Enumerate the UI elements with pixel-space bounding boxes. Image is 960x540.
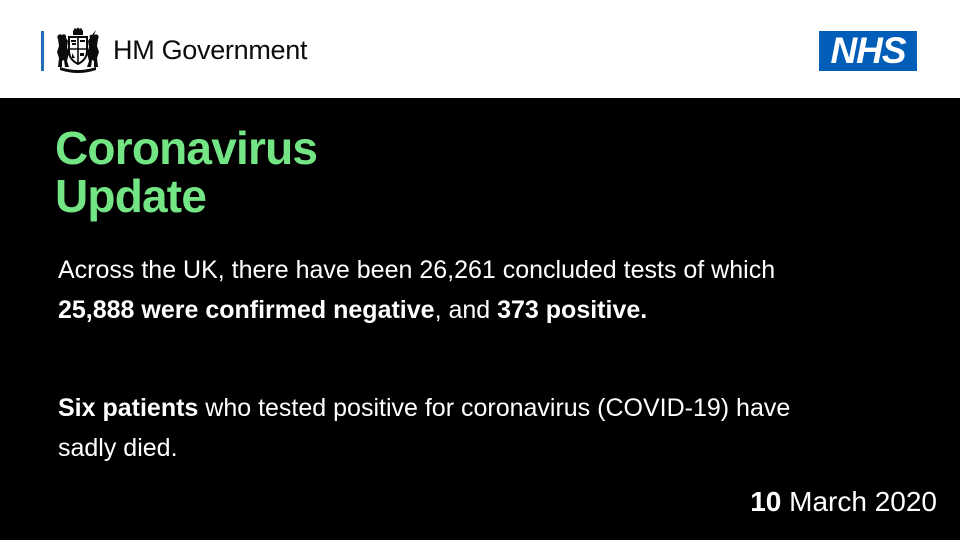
hm-government-accent-bar — [41, 31, 44, 71]
positive-tests-text: 373 positive. — [497, 296, 648, 324]
nhs-logo-text: NHS — [830, 30, 906, 71]
tests-middle-text: , and — [434, 296, 498, 324]
update-date: 10 March 2020 — [750, 484, 937, 520]
nhs-logo: NHS — [819, 31, 917, 71]
title-line-2: Update — [55, 170, 207, 222]
hm-government-logo-text: HM Government — [113, 35, 308, 65]
header-bar: HM Government NHS — [0, 0, 960, 98]
deaths-bold-text: Six patients — [58, 394, 199, 422]
royal-coat-of-arms-icon — [57, 27, 99, 73]
title-line-1: Coronavirus — [55, 122, 318, 174]
slide-title: Coronavirus Update — [55, 122, 318, 222]
tests-paragraph: Across the UK, there have been 26,261 co… — [58, 250, 838, 330]
negative-tests-text: 25,888 were confirmed negative — [58, 296, 435, 324]
deaths-paragraph: Six patients who tested positive for cor… — [58, 388, 838, 468]
date-month-year: March 2020 — [781, 486, 937, 517]
date-day: 10 — [750, 486, 782, 517]
deaths-rest-text: who tested positive for coronavirus (COV… — [58, 394, 791, 462]
tests-intro-text: Across the UK, there have been 26,261 co… — [58, 256, 776, 284]
